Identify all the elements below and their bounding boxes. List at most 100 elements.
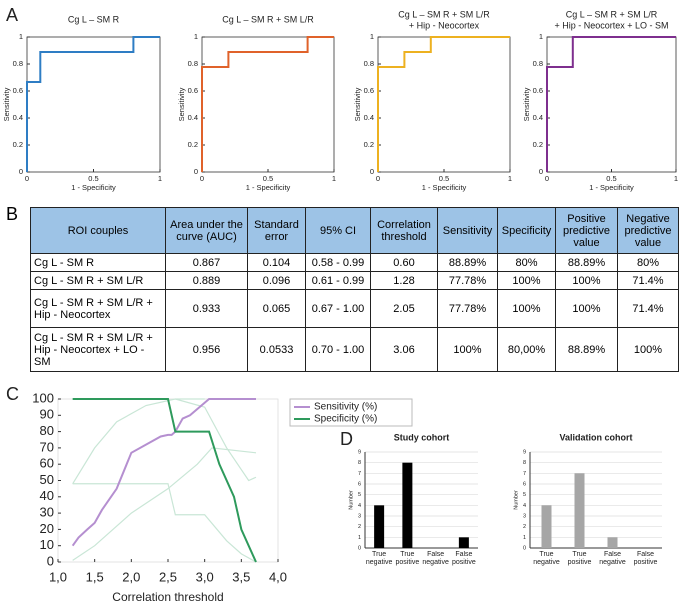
y-tick-label: 100 [32, 390, 54, 405]
chart-title: Cg L – SM R + SM L/R [398, 9, 490, 19]
y-tick-label: 0.6 [188, 86, 198, 95]
y-tick-label: 5 [523, 492, 526, 498]
x-tick-label-box: False negative [422, 551, 449, 566]
x-axis-label: 1 - Specificity [246, 183, 291, 192]
table-cell: 2.05 [370, 289, 438, 328]
y-tick-label: 50 [40, 472, 54, 487]
y-tick-label: 4 [523, 503, 526, 509]
y-tick-label: 60 [40, 456, 54, 471]
table-cell: 0.58 - 0.99 [305, 253, 371, 272]
x-tick-label: 0 [545, 174, 549, 183]
table-cell: 71.4% [617, 289, 679, 328]
x-tick-label: 1,5 [86, 569, 104, 584]
bar [574, 473, 585, 548]
table-cell: 80,00% [497, 327, 556, 372]
y-axis-label: Sensitivity [353, 87, 362, 121]
header-cell: Positive predictive value [555, 207, 618, 254]
x-tick-label: True negative [533, 551, 560, 566]
table-cell: 0.104 [247, 253, 306, 272]
series-line [201, 36, 334, 172]
y-tick-label: 0.2 [533, 140, 543, 149]
x-tick-label: False negative [422, 551, 449, 566]
x-tick-label: 4,0 [269, 569, 287, 584]
y-tick-label: 0.4 [533, 113, 543, 122]
table-cell: 80% [617, 253, 679, 272]
y-tick-label: 40 [40, 488, 54, 503]
x-tick-label: 1 [674, 174, 678, 183]
plot-frame [377, 36, 511, 173]
y-tick-label: 0 [194, 167, 198, 176]
table-cell: 0.096 [247, 271, 306, 290]
x-tick-label: 3,0 [196, 569, 214, 584]
legend-label: Sensitivity (%) [314, 402, 377, 413]
header-cell: 95% CI [305, 207, 371, 254]
header-cell: Specificity [497, 207, 556, 254]
x-tick-label: 1 [158, 174, 162, 183]
y-tick-label: 70 [40, 439, 54, 454]
x-tick-label: 0.5 [439, 174, 449, 183]
y-tick-label: 0.2 [188, 140, 198, 149]
header-cell: Standard error [247, 207, 306, 254]
chart-title: Study cohort [394, 432, 450, 442]
table-cell: Cg L - SM R + SM L/R [30, 271, 166, 290]
y-tick-label: 10 [40, 537, 54, 552]
x-tick-label: 2,5 [159, 569, 177, 584]
table-cell: 80% [497, 253, 556, 272]
bar [374, 505, 385, 548]
x-tick-label: False negative [599, 551, 626, 566]
y-axis-label: Number [513, 490, 519, 510]
y-tick-label: 30 [40, 505, 54, 520]
series-line [377, 36, 510, 172]
y-tick-label: 0 [358, 545, 361, 551]
y-tick-label: 9 [523, 449, 526, 455]
panel-label: A [6, 5, 18, 25]
y-tick-label: 0.4 [188, 113, 198, 122]
y-tick-label: 6 [358, 481, 361, 487]
y-tick-label: 0 [19, 167, 23, 176]
y-tick-label: 2 [358, 524, 361, 530]
chart-title: + Hip - Neocortex [409, 20, 480, 30]
header-cell: Correlation threshold [370, 207, 438, 254]
series-line [26, 36, 160, 172]
series-line [175, 398, 257, 482]
y-tick-label: 0.2 [13, 140, 23, 149]
y-tick-label: 1 [19, 32, 23, 41]
y-tick-label: 3 [358, 513, 361, 519]
x-tick-label: 1,0 [49, 569, 67, 584]
series-line [546, 36, 676, 172]
y-tick-label: 0.6 [13, 86, 23, 95]
series-line [71, 398, 256, 547]
bar [541, 505, 552, 548]
table-cell: Cg L - SM R [30, 253, 166, 272]
y-tick-label: 0.8 [364, 59, 374, 68]
y-tick-label: 0.6 [533, 86, 543, 95]
header-cell: Area under the curve (AUC) [165, 207, 248, 254]
table-cell: Cg L - SM R + SM L/R + Hip - Neocortex [30, 289, 166, 328]
x-tick-label: False positive [633, 551, 658, 566]
header-cell: Negative predictive value [617, 207, 679, 254]
y-tick-label: 4 [358, 503, 361, 509]
x-tick-label: 1 [508, 174, 512, 183]
chart-title: Validation cohort [559, 432, 632, 442]
legend-box [289, 398, 413, 427]
y-axis-label: Sensitivity [177, 87, 186, 121]
y-tick-label: 8 [523, 460, 526, 466]
table-cell: 88.89% [437, 253, 498, 272]
y-tick-label: 20 [40, 521, 54, 536]
table-cell: 88.89% [555, 253, 618, 272]
table-cell: 100% [497, 289, 556, 328]
table-cell: 100% [555, 289, 618, 328]
table-cell: 0.61 - 0.99 [305, 271, 371, 290]
series-line [72, 398, 205, 485]
x-tick-label: False positive [452, 551, 476, 566]
x-tick-label: 0 [376, 174, 380, 183]
table-cell: 100% [497, 271, 556, 290]
y-tick-label: 1 [358, 535, 361, 541]
table-cell: 0.67 - 1.00 [305, 289, 371, 328]
table-cell: 100% [555, 271, 618, 290]
x-tick-label: 2,0 [122, 569, 140, 584]
y-tick-label: 80 [40, 423, 54, 438]
y-tick-label: 0 [47, 553, 54, 568]
